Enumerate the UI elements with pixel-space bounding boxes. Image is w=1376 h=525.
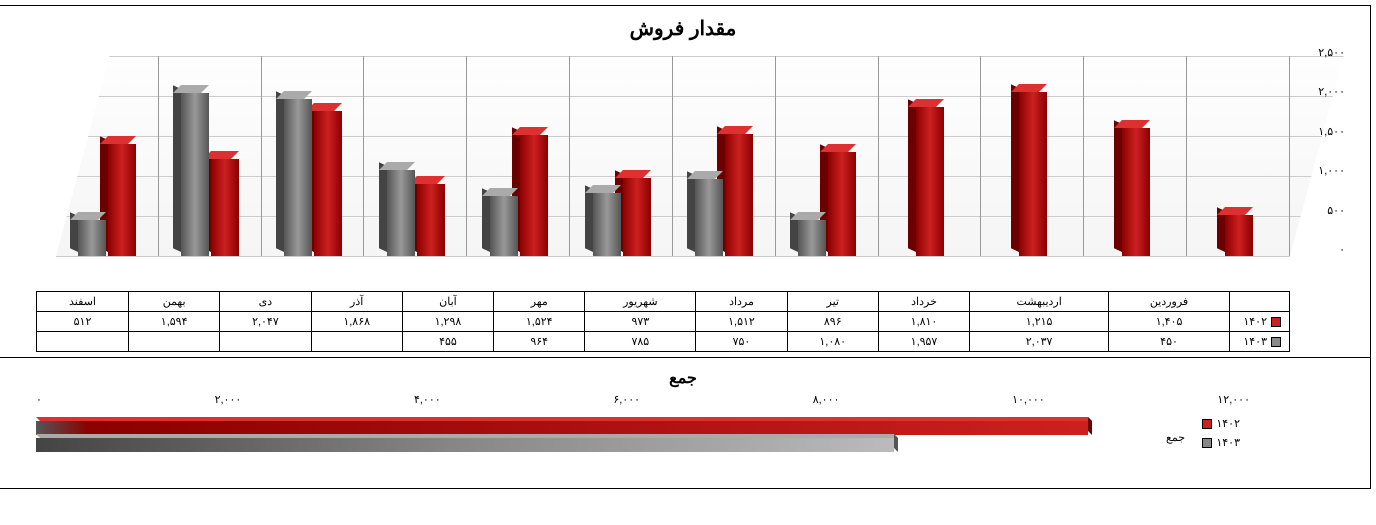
data-cell: ۹۷۳ bbox=[585, 312, 696, 332]
data-cell: ۸۹۶ bbox=[787, 312, 878, 332]
bar bbox=[108, 144, 136, 256]
bar-group bbox=[776, 56, 879, 256]
main-chart-section: مقدار فروش ۲,۵۰۰ ۲,۰۰۰ ۱,۵۰۰ ۱,۰۰۰ ۵۰۰ ۰ فرور… bbox=[0, 6, 1370, 358]
bar bbox=[1225, 215, 1253, 256]
month-header: آبان bbox=[402, 292, 493, 312]
bar-group bbox=[673, 56, 776, 256]
month-header: فروردین bbox=[1109, 292, 1230, 312]
data-cell: ۱,۹۵۷ bbox=[878, 332, 969, 352]
bar bbox=[211, 159, 239, 256]
x-tick-label: ۱۲,۰۰۰ bbox=[1217, 393, 1250, 406]
x-tick-label: ۱۰,۰۰۰ bbox=[1012, 393, 1045, 406]
y-tick-label: ۱,۵۰۰ bbox=[1295, 125, 1345, 138]
bar-group bbox=[56, 56, 159, 256]
chart-area: ۲,۵۰۰۲,۰۰۰۱,۵۰۰۱,۰۰۰۵۰۰۰ bbox=[36, 46, 1290, 286]
x-tick-label: ۸,۰۰۰ bbox=[813, 393, 840, 406]
bar bbox=[623, 178, 651, 256]
month-header: اسفند bbox=[37, 292, 129, 312]
y-tick-label: ۰ bbox=[1295, 243, 1345, 256]
month-header: مرداد bbox=[696, 292, 787, 312]
sum-chart-section: جمع ۱۴۰۲۱۴۰۳جمع ۰۲,۰۰۰۴,۰۰۰۶,۰۰۰۸,۰۰۰۱۰,… bbox=[0, 358, 1370, 488]
bar bbox=[695, 179, 723, 256]
data-cell: ۱,۸۶۸ bbox=[311, 312, 402, 332]
data-cell: ۲,۰۴۷ bbox=[220, 312, 311, 332]
bar bbox=[593, 193, 621, 256]
month-header: اردیبهشت bbox=[970, 292, 1109, 312]
container: مقدار فروش ۲,۵۰۰ ۲,۰۰۰ ۱,۵۰۰ ۱,۰۰۰ ۵۰۰ ۰ فرور… bbox=[0, 5, 1371, 489]
data-cell: ۱,۴۰۵ bbox=[1109, 312, 1230, 332]
series-legend: ۱۴۰۳ bbox=[1230, 332, 1290, 352]
bar-group bbox=[1187, 56, 1290, 256]
y-axis-labels: ۲,۵۰۰ ۲,۰۰۰ ۱,۵۰۰ ۱,۰۰۰ ۵۰۰ ۰ bbox=[1295, 46, 1345, 256]
bar bbox=[828, 152, 856, 256]
x-tick-label: ۰ bbox=[36, 393, 42, 406]
data-cell: ۷۸۵ bbox=[585, 332, 696, 352]
data-cell bbox=[37, 332, 129, 352]
sum-x-axis: ۰ ۲,۰۰۰ ۴,۰۰۰ ۶,۰۰۰ ۸,۰۰۰ ۱۰,۰۰۰ ۱۲,۰۰۰ bbox=[36, 393, 1250, 406]
y-tick-label: ۲,۰۰۰ bbox=[1295, 85, 1345, 98]
sum-bars bbox=[36, 416, 1250, 456]
series-legend: ۱۴۰۲ bbox=[1230, 312, 1290, 332]
data-cell bbox=[220, 332, 311, 352]
bar-group bbox=[159, 56, 262, 256]
bar bbox=[284, 99, 312, 256]
data-cell: ۵۱۲ bbox=[37, 312, 129, 332]
data-cell: ۱,۲۹۸ bbox=[402, 312, 493, 332]
month-header: مهر bbox=[494, 292, 585, 312]
bar-group bbox=[364, 56, 467, 256]
data-cell: ۱,۸۱۰ bbox=[878, 312, 969, 332]
month-header: شهریور bbox=[585, 292, 696, 312]
bar bbox=[1122, 128, 1150, 256]
month-header: آذر bbox=[311, 292, 402, 312]
bar bbox=[181, 93, 209, 256]
data-cell: ۱,۵۲۴ bbox=[494, 312, 585, 332]
bar-group bbox=[981, 56, 1084, 256]
data-cell: ۴۵۵ bbox=[402, 332, 493, 352]
sum-title: جمع bbox=[16, 368, 1350, 388]
month-header: تیر bbox=[787, 292, 878, 312]
data-cell: ۱,۵۱۲ bbox=[696, 312, 787, 332]
month-header: بهمن bbox=[129, 292, 220, 312]
data-cell: ۱,۲۱۵ bbox=[970, 312, 1109, 332]
bar-group bbox=[879, 56, 982, 256]
bar-group bbox=[467, 56, 570, 256]
data-cell bbox=[311, 332, 402, 352]
data-cell: ۱,۰۸۰ bbox=[787, 332, 878, 352]
y-tick-label: ۱,۰۰۰ bbox=[1295, 164, 1345, 177]
data-cell bbox=[129, 332, 220, 352]
x-tick-label: ۴,۰۰۰ bbox=[414, 393, 441, 406]
y-tick-label: ۵۰۰ bbox=[1295, 204, 1345, 217]
bar bbox=[798, 220, 826, 256]
data-table: فروردیناردیبهشتخردادتیرمردادشهریورمهرآبا… bbox=[36, 291, 1290, 352]
bar bbox=[1019, 92, 1047, 256]
month-header: خرداد bbox=[878, 292, 969, 312]
chart-title: مقدار فروش bbox=[16, 16, 1350, 41]
bars-area bbox=[56, 56, 1290, 256]
y-tick-label: ۲,۵۰۰ bbox=[1295, 46, 1345, 59]
bar bbox=[490, 196, 518, 256]
x-tick-label: ۶,۰۰۰ bbox=[613, 393, 640, 406]
bar bbox=[314, 111, 342, 256]
bar bbox=[725, 134, 753, 256]
bar bbox=[520, 135, 548, 256]
data-cell: ۹۶۴ bbox=[494, 332, 585, 352]
sum-bar bbox=[36, 438, 894, 452]
sum-bar bbox=[36, 421, 1088, 435]
data-cell: ۱,۵۹۴ bbox=[129, 312, 220, 332]
bar-group bbox=[262, 56, 365, 256]
bar bbox=[417, 184, 445, 256]
data-cell: ۴۵۰ bbox=[1109, 332, 1230, 352]
bar bbox=[387, 170, 415, 256]
bar-group bbox=[1084, 56, 1187, 256]
bar bbox=[916, 107, 944, 256]
month-header: دی bbox=[220, 292, 311, 312]
data-cell: ۲,۰۳۷ bbox=[970, 332, 1109, 352]
bar-group bbox=[570, 56, 673, 256]
sum-chart: ۱۴۰۲۱۴۰۳جمع ۰۲,۰۰۰۴,۰۰۰۶,۰۰۰۸,۰۰۰۱۰,۰۰۰۱… bbox=[36, 393, 1250, 473]
x-tick-label: ۲,۰۰۰ bbox=[215, 393, 242, 406]
bar bbox=[78, 220, 106, 256]
data-cell: ۷۵۰ bbox=[696, 332, 787, 352]
